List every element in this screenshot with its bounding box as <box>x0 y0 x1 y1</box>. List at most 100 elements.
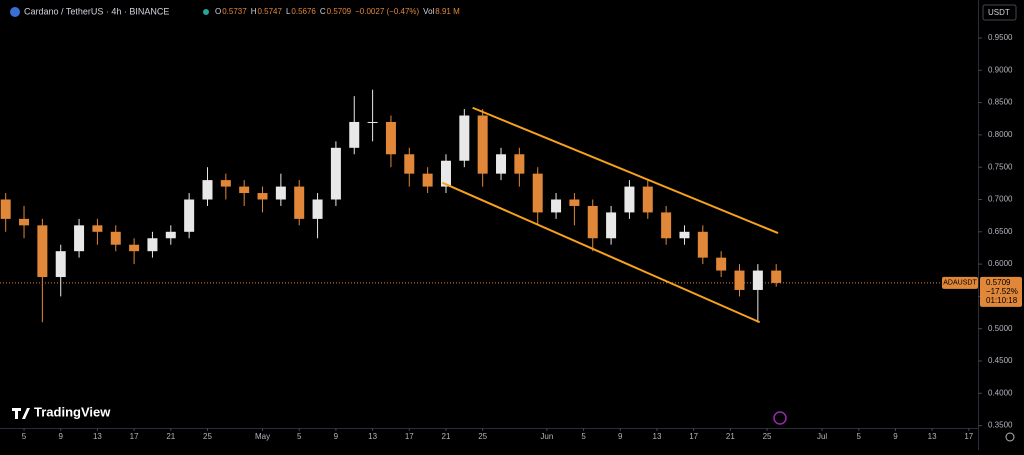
channel-line <box>472 106 779 235</box>
candle-body <box>349 121 360 148</box>
candle-body <box>184 199 195 232</box>
candle-body <box>679 231 690 239</box>
candle-body <box>257 193 268 200</box>
y-tick-label: 0.5000 <box>988 324 1013 333</box>
candle-body <box>422 173 433 187</box>
candle-body <box>459 115 470 161</box>
currency-box[interactable] <box>982 4 1017 21</box>
x-tick-label: 21 <box>442 432 451 441</box>
candle-body <box>294 186 305 219</box>
change: −0.0027 (−0.47%) <box>355 7 419 16</box>
last-change: −17.52% <box>986 287 1018 296</box>
candle-body <box>367 121 378 123</box>
y-tick-label: 0.8500 <box>988 98 1013 107</box>
candle-body <box>532 173 543 213</box>
x-tick-label: 13 <box>928 432 937 441</box>
x-tick-label: 13 <box>653 432 662 441</box>
candle-body <box>716 257 727 271</box>
volume-label: Vol <box>423 7 434 16</box>
candle-body <box>165 231 176 239</box>
brand-logo: TradingView <box>12 404 111 419</box>
candle-body <box>734 270 745 290</box>
candle-body <box>385 121 396 155</box>
y-tick-label: 0.9500 <box>988 33 1013 42</box>
alert-icon[interactable] <box>773 411 787 425</box>
x-tick-label: 17 <box>405 432 414 441</box>
candle-body <box>19 218 30 226</box>
x-tick-label: 21 <box>166 432 175 441</box>
channel-line <box>441 181 761 324</box>
candle-body <box>752 270 763 290</box>
candle-body <box>496 154 507 174</box>
ohlc-value: 0.5709 <box>327 7 352 16</box>
candle-body <box>37 225 48 278</box>
ohlc-label: C <box>320 7 326 16</box>
candle-body <box>92 225 103 232</box>
candle-body <box>771 270 782 283</box>
candle-body <box>606 212 617 239</box>
candle-body <box>697 231 708 258</box>
ohlc-label: H <box>251 7 257 16</box>
candle-body <box>239 186 250 194</box>
candle-body <box>0 199 11 219</box>
candle-body <box>477 115 488 174</box>
market-status <box>203 9 209 15</box>
y-tick-label: 0.4000 <box>988 388 1013 397</box>
x-tick-label: 13 <box>93 432 102 441</box>
x-tick-label: 5 <box>297 432 302 441</box>
candle-body <box>440 160 451 187</box>
x-tick-label: 9 <box>58 432 63 441</box>
ohlc-legend: O 0.5737 H 0.5747 L 0.5676 C 0.5709 −0.0027 (−0.… <box>215 7 460 16</box>
ohlc-label: O <box>215 7 221 16</box>
brand-icon <box>12 408 30 419</box>
candle-body <box>275 186 286 200</box>
symbol: Cardano / TetherUS · 4h · BINANCE <box>24 6 169 16</box>
ohlc-value: 0.5676 <box>291 7 316 16</box>
x-tick-label: 9 <box>618 432 623 441</box>
candle-body <box>661 212 672 239</box>
price-tag <box>980 276 1022 307</box>
y-tick-label: 0.6500 <box>988 227 1013 236</box>
candle-body <box>624 186 635 213</box>
ohlc-value: 0.5747 <box>257 7 282 16</box>
ticker-tag <box>942 276 978 289</box>
last-price: 0.5709 <box>986 278 1011 287</box>
x-tick-label: 5 <box>581 432 586 441</box>
countdown: 01:10:18 <box>986 296 1018 305</box>
x-tick-label: 9 <box>893 432 898 441</box>
candle-body <box>587 205 598 239</box>
x-tick-label: 13 <box>368 432 377 441</box>
x-tick-label: 21 <box>726 432 735 441</box>
candle-body <box>551 199 562 213</box>
x-tick-label: 17 <box>689 432 698 441</box>
x-tick-label: 25 <box>203 432 212 441</box>
x-tick-label: May <box>255 432 270 441</box>
candle-body <box>74 225 85 252</box>
symbol-icon <box>10 7 20 17</box>
candle-body <box>110 231 121 245</box>
x-tick-label: 25 <box>478 432 487 441</box>
x-tick-label: 25 <box>763 432 772 441</box>
y-tick-label: 0.7500 <box>988 162 1013 171</box>
x-tick-label: Jun <box>540 432 553 441</box>
candle-body <box>202 180 213 200</box>
y-tick-label: 0.3500 <box>988 421 1013 430</box>
candle-body <box>220 180 231 187</box>
x-tick-label: 17 <box>130 432 139 441</box>
candle-body <box>330 147 341 200</box>
candle-body <box>147 238 158 252</box>
x-tick-label: 17 <box>964 432 973 441</box>
currency: USDT <box>988 8 1010 17</box>
candle-body <box>404 154 415 174</box>
x-tick-label: Jul <box>817 432 827 441</box>
volume: 8.91 M <box>435 7 460 16</box>
candle-body <box>642 186 653 213</box>
ohlc-label: L <box>286 7 291 16</box>
candle-body <box>55 251 66 278</box>
settings-icon[interactable] <box>1005 432 1015 442</box>
x-tick-label: 5 <box>857 432 862 441</box>
y-tick-label: 0.6000 <box>988 259 1013 268</box>
candle-body <box>514 154 525 174</box>
